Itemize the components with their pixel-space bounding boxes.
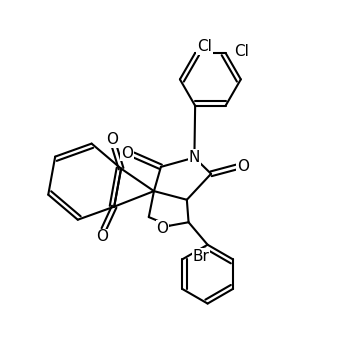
Text: Cl: Cl <box>197 39 212 54</box>
Text: O: O <box>121 146 133 160</box>
Text: O: O <box>96 229 108 244</box>
Text: O: O <box>237 159 249 174</box>
Text: N: N <box>189 150 200 165</box>
Text: Cl: Cl <box>234 44 249 59</box>
Text: Br: Br <box>192 249 209 264</box>
Text: O: O <box>157 221 169 236</box>
Text: O: O <box>107 132 118 147</box>
